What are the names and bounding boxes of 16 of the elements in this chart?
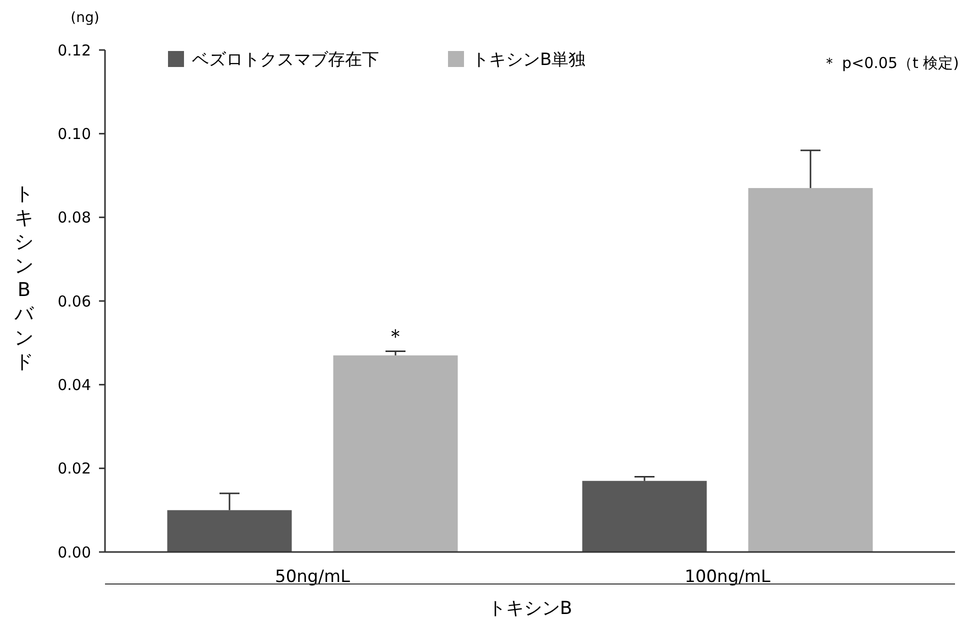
x-tick-label: 50ng/mL xyxy=(275,567,350,587)
x-axis-title: トキシンB xyxy=(488,598,572,619)
annotation: ＊ p<0.05（t 検定) xyxy=(822,54,959,72)
legend-label: ベズロトクスマブ存在下 xyxy=(192,50,379,70)
y-tick-label: 0.00 xyxy=(58,543,91,562)
y-tick-label: 0.04 xyxy=(58,376,91,394)
y-tick-label: 0.02 xyxy=(58,460,91,478)
text: (ng) xyxy=(70,10,100,26)
y-tick-label: 0.12 xyxy=(58,41,91,60)
y-tick-label: 0.10 xyxy=(58,124,91,143)
annotation: ＊ xyxy=(386,324,406,348)
y-tick-label: 0.06 xyxy=(58,292,91,310)
x-tick-label: 100ng/mL xyxy=(684,567,771,587)
legend-label: トキシンB単独 xyxy=(472,50,586,70)
y-axis-title: トキシンBバンド xyxy=(14,183,34,373)
y-tick-label: 0.08 xyxy=(58,208,91,227)
